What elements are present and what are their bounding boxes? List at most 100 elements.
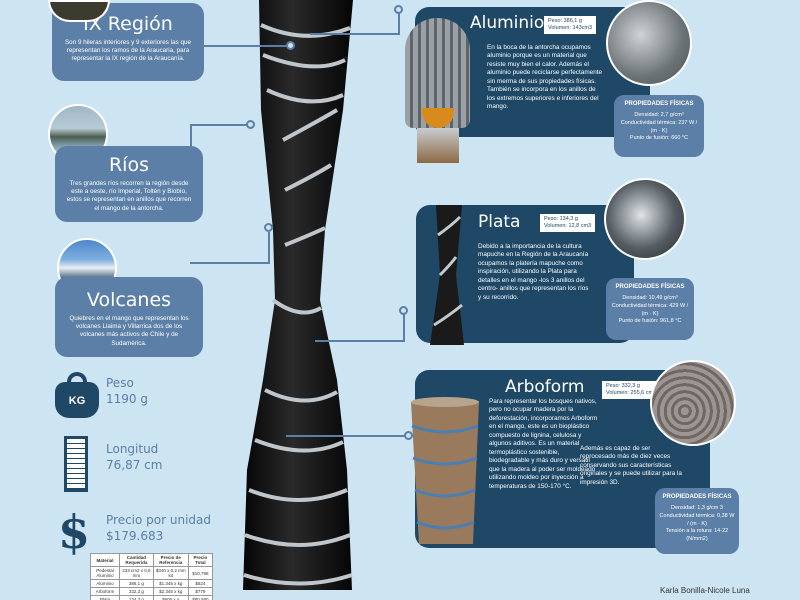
- connector-dot: [264, 223, 273, 232]
- aluminio-texture-photo: [606, 0, 692, 86]
- material-title: Plata: [478, 212, 521, 232]
- properties-box: PROPIEDADES FÍSICAS Densidad: 2,7 g/cm³ …: [614, 95, 704, 157]
- connector: [398, 10, 400, 35]
- region-title: Ríos: [108, 154, 149, 176]
- connector-dot: [246, 120, 255, 129]
- length-spec: Longitud 76,87 cm: [106, 442, 162, 473]
- material-title: Arboform: [505, 377, 585, 397]
- region-title: Volcanes: [86, 289, 172, 311]
- connector: [190, 124, 250, 126]
- property: Densidad: 2,7 g/cm³: [634, 112, 684, 119]
- connector: [286, 435, 406, 437]
- table-cell: $524: [187, 579, 214, 588]
- properties-title: PROPIEDADES FÍSICAS: [615, 284, 685, 290]
- connector: [190, 262, 270, 264]
- properties-title: PROPIEDADES FÍSICAS: [624, 101, 694, 107]
- table-cell: 386,1 g: [119, 579, 154, 588]
- kg-label: KG: [55, 382, 99, 418]
- region-card-ix: IX Región Son 9 hileras interiores y 9 e…: [52, 3, 204, 81]
- table-row: Arboform 332,3 g $2.345 x kg $779: [89, 587, 214, 596]
- table-cell: $10,798: [187, 566, 214, 580]
- material-text-secondary: Además es capaz de ser reprocesado más d…: [580, 445, 682, 486]
- material-text: Para representar los bosques nativos, pe…: [489, 398, 598, 490]
- property: Tensión a la rotura: 14-22 (N/mm2): [665, 528, 729, 543]
- table-cell: 332,3 g: [119, 587, 154, 596]
- table-cell: $1.345 x kg: [152, 579, 189, 588]
- material-text: Debido a la importancia de la cultura ma…: [478, 243, 589, 301]
- connector: [268, 232, 270, 264]
- property: Punto de fusión: 660 °C: [629, 135, 689, 142]
- material-stat: Peso: 134,3 g Volumen: 12,8 cm3: [540, 214, 596, 232]
- table-cell: $779: [187, 587, 214, 596]
- property: Densidad: 10,49 g/cm³: [622, 295, 678, 302]
- material-text: En la boca de la antorcha ocupamos alumi…: [487, 44, 603, 111]
- stat-weight: Peso: 134,3 g: [544, 216, 578, 222]
- credit: Karla Bonilla-Nicole Luna: [660, 586, 750, 595]
- connector-dot: [394, 5, 403, 14]
- table-header: Precio de Referencia: [152, 553, 189, 567]
- properties-title: PROPIEDADES FÍSICAS: [662, 494, 732, 500]
- region-text: Quiebres en el mango que representan los…: [69, 315, 189, 347]
- table-cell: Aluminio: [89, 579, 121, 588]
- length-value: 76,87 cm: [106, 457, 163, 472]
- table-row: Pedestal Aluminio 233 cm2 x 0,5 mm $340 …: [89, 566, 214, 580]
- stat-weight: Peso: 332,3 g: [606, 383, 640, 389]
- property: Conductividad térmica: 0,38 W / (m · K): [659, 513, 735, 527]
- table-cell: $80.580: [187, 595, 214, 600]
- arboform-handle-detail: [411, 397, 479, 544]
- price-value: $179.683: [106, 528, 164, 543]
- table-cell: $340 x 0,2 mm kit: [152, 566, 189, 580]
- plata-handle-detail: [430, 205, 464, 345]
- price-spec: Precio por unidad $179.683: [106, 513, 211, 544]
- table-header-row: Material Cantidad Requerida Precio de Re…: [89, 553, 214, 567]
- property: Densidad: 1,3 g/cm 3: [671, 505, 723, 512]
- connector: [310, 33, 400, 35]
- stat-volume: Volumen: 255,6 cm3: [606, 389, 657, 396]
- properties-box: PROPIEDADES FÍSICAS Densidad: 10,49 g/cm…: [606, 278, 694, 340]
- table-row: Plata 134,3 g $600 x g $80.580: [89, 595, 214, 600]
- table-cell: $2.345 x kg: [152, 587, 189, 596]
- property: Punto de fusión: 961,8 °C: [618, 318, 682, 325]
- region-card-volcanes: Volcanes Quiebres en el mango que repres…: [55, 277, 203, 357]
- table-cell: 233 cm2 x 0,5 mm: [119, 566, 154, 580]
- table-cell: $600 x g: [152, 595, 189, 600]
- table-row: Aluminio 386,1 g $1.345 x kg $524: [89, 579, 214, 588]
- material-stat: Peso: 332,3 g Volumen: 255,6 cm3: [602, 381, 661, 399]
- torch-illustration: [243, 0, 353, 590]
- table-cell: Arboform: [89, 587, 121, 596]
- region-title: IX Región: [83, 13, 173, 35]
- property: Conductividad térmica: 237 W / (m · K): [620, 120, 698, 134]
- weight-spec: Peso 1190 g: [106, 376, 148, 407]
- weight-value: 1190 g: [106, 391, 148, 406]
- table-header: Cantidad Requerida: [119, 553, 154, 567]
- region-text: Tres grandes ríos recorren la región des…: [66, 180, 192, 212]
- region-card-rios: Ríos Tres grandes ríos recorren la regió…: [55, 146, 203, 222]
- connector-dot: [399, 306, 408, 315]
- connector: [190, 124, 192, 154]
- price-table: Material Cantidad Requerida Precio de Re…: [89, 553, 214, 600]
- stat-volume: Volumen: 143cm3: [548, 24, 593, 31]
- stat-volume: Volumen: 12,8 cm3: [544, 222, 592, 229]
- stat-weight: Peso: 386,1 g: [548, 18, 582, 24]
- ruler-icon: [64, 436, 88, 492]
- connector: [315, 340, 405, 342]
- price-label: Precio por unidad: [106, 513, 212, 527]
- table-header: Precio Total: [187, 553, 214, 567]
- material-stat: Peso: 386,1 g Volumen: 143cm3: [544, 16, 597, 34]
- connector-dot: [286, 41, 295, 50]
- connector: [403, 312, 405, 342]
- connector-dot: [404, 431, 413, 440]
- arboform-texture-photo: [650, 360, 736, 446]
- table-header: Material: [89, 553, 121, 567]
- weight-icon: KG: [55, 372, 99, 418]
- region-text: Son 9 hileras interiores y 9 exteriores …: [64, 39, 191, 63]
- properties-box: PROPIEDADES FÍSICAS Densidad: 1,3 g/cm 3…: [655, 488, 739, 554]
- table-cell: Pedestal Aluminio: [89, 566, 121, 580]
- length-label: Longitud: [106, 442, 159, 456]
- weight-label: Peso: [106, 376, 134, 390]
- table-cell: 134,3 g: [119, 595, 154, 600]
- table-cell: Plata: [89, 595, 121, 600]
- material-title: Aluminio: [470, 13, 545, 33]
- property: Conductividad térmica: 429 W / (m · K): [611, 303, 689, 317]
- aluminio-torch-head: [405, 18, 470, 163]
